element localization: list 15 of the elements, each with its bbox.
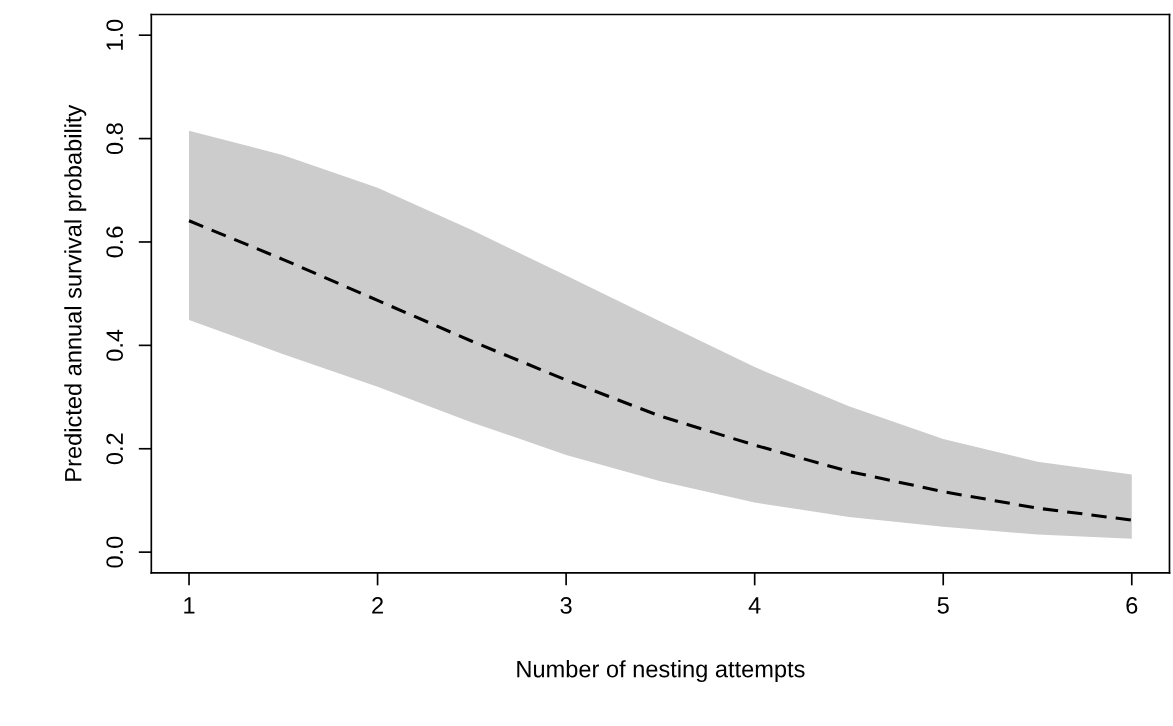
y-tick-label: 0.4	[106, 329, 124, 361]
x-tick-label: 5	[937, 597, 949, 614]
x-tick-label: 6	[1126, 597, 1138, 614]
y-tick-label: 0.0	[106, 536, 124, 568]
x-axis-title: Number of nesting attempts	[517, 660, 805, 683]
y-tick-label: 0.2	[106, 433, 124, 465]
y-tick-label: 0.8	[106, 123, 124, 155]
x-tick-label: 3	[560, 597, 572, 614]
x-tick-label: 2	[372, 597, 383, 614]
x-tick-label: 4	[748, 597, 761, 614]
line-series	[187, 219, 1134, 522]
y-axis-title: Predicted annual survival probability	[64, 104, 87, 481]
y-tick-label: 1.0	[106, 19, 124, 50]
y-tick-label: 0.6	[106, 226, 124, 258]
x-tick-label: 1	[184, 597, 195, 614]
